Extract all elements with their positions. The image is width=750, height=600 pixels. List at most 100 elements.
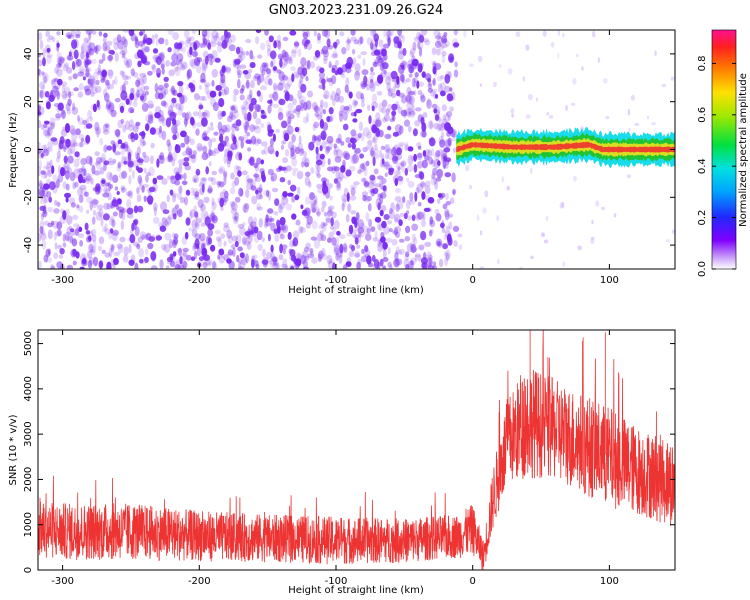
- noise-speckle: [38, 166, 42, 177]
- noise-speckle: [137, 175, 142, 184]
- spectrogram-ylabel: Frequency (Hz): [8, 112, 19, 188]
- noise-speckle: [411, 223, 419, 231]
- noise-speckle: [661, 83, 667, 87]
- noise-speckle: [379, 258, 384, 267]
- colorbar-tick-label: 0.8: [697, 55, 708, 71]
- noise-speckle: [385, 237, 393, 243]
- noise-speckle: [146, 172, 152, 177]
- noise-speckle: [204, 82, 211, 88]
- noise-speckle: [139, 138, 145, 148]
- noise-speckle: [272, 91, 279, 102]
- noise-speckle: [137, 205, 144, 213]
- noise-speckle: [519, 266, 523, 269]
- noise-speckle: [445, 192, 449, 201]
- noise-speckle: [482, 207, 487, 214]
- noise-speckle: [390, 202, 395, 212]
- noise-speckle: [434, 35, 442, 40]
- noise-speckle: [303, 246, 310, 253]
- noise-speckle: [214, 36, 222, 46]
- noise-speckle: [62, 126, 66, 131]
- noise-speckle: [220, 206, 224, 211]
- noise-speckle: [142, 36, 146, 45]
- noise-speckle: [458, 244, 463, 251]
- noise-speckle: [46, 53, 53, 58]
- noise-speckle: [370, 147, 375, 158]
- noise-speckle: [230, 111, 234, 117]
- noise-speckle: [96, 204, 104, 211]
- noise-speckle: [108, 247, 113, 258]
- noise-speckle: [397, 30, 402, 36]
- noise-speckle: [436, 48, 441, 56]
- noise-speckle: [57, 244, 63, 250]
- noise-speckle: [325, 187, 331, 193]
- noise-speckle: [250, 156, 256, 163]
- noise-speckle: [380, 205, 387, 212]
- noise-speckle: [377, 193, 381, 201]
- noise-speckle: [171, 97, 177, 104]
- noise-speckle: [318, 105, 324, 115]
- noise-speckle: [94, 151, 100, 157]
- noise-speckle: [370, 78, 374, 84]
- noise-speckle: [202, 37, 208, 46]
- noise-speckle: [404, 236, 411, 242]
- x-tick-label: 100: [600, 576, 619, 587]
- noise-speckle: [256, 90, 261, 97]
- colorbar-tick-label: 0.2: [697, 210, 708, 226]
- noise-speckle: [189, 85, 194, 94]
- noise-speckle: [159, 125, 162, 134]
- noise-speckle: [319, 153, 325, 160]
- noise-speckle: [384, 172, 388, 177]
- noise-speckle: [101, 53, 106, 62]
- noise-speckle: [545, 215, 549, 222]
- noise-speckle: [370, 150, 376, 159]
- noise-speckle: [75, 59, 80, 65]
- noise-speckle: [394, 177, 399, 187]
- noise-speckle: [438, 193, 444, 200]
- noise-speckle: [432, 122, 440, 130]
- noise-speckle: [361, 191, 369, 198]
- noise-speckle: [198, 233, 206, 242]
- noise-speckle: [413, 77, 417, 84]
- noise-speckle: [287, 102, 294, 111]
- noise-speckle: [266, 48, 271, 57]
- noise-speckle: [90, 92, 95, 97]
- noise-speckle: [411, 54, 416, 65]
- noise-speckle: [196, 143, 203, 152]
- noise-speckle: [52, 184, 58, 194]
- noise-speckle: [305, 76, 309, 82]
- noise-speckle: [196, 122, 203, 128]
- noise-speckle: [38, 186, 45, 197]
- noise-speckle: [234, 211, 239, 220]
- noise-speckle: [127, 190, 134, 199]
- noise-speckle: [348, 91, 353, 99]
- noise-speckle: [211, 30, 219, 38]
- noise-speckle: [214, 57, 221, 63]
- noise-speckle: [303, 150, 307, 159]
- noise-speckle: [217, 121, 223, 132]
- noise-speckle: [189, 41, 197, 47]
- noise-speckle: [296, 186, 301, 195]
- noise-speckle: [354, 147, 361, 154]
- noise-speckle: [82, 119, 88, 125]
- noise-speckle: [92, 256, 99, 267]
- noise-speckle: [227, 249, 234, 256]
- noise-speckle: [410, 243, 417, 254]
- noise-speckle: [164, 232, 172, 241]
- noise-speckle: [373, 33, 380, 42]
- noise-speckle: [440, 43, 448, 49]
- noise-speckle: [112, 159, 117, 164]
- noise-speckle: [441, 227, 446, 234]
- noise-speckle: [210, 218, 215, 227]
- noise-speckle: [208, 148, 212, 156]
- noise-speckle: [76, 204, 80, 209]
- noise-speckle: [390, 70, 398, 80]
- noise-speckle: [408, 200, 416, 205]
- noise-speckle: [39, 179, 43, 189]
- noise-speckle: [374, 230, 378, 239]
- noise-speckle: [73, 49, 79, 60]
- noise-speckle: [323, 90, 330, 100]
- noise-speckle: [289, 264, 294, 269]
- noise-speckle: [384, 133, 391, 140]
- noise-speckle: [95, 184, 101, 193]
